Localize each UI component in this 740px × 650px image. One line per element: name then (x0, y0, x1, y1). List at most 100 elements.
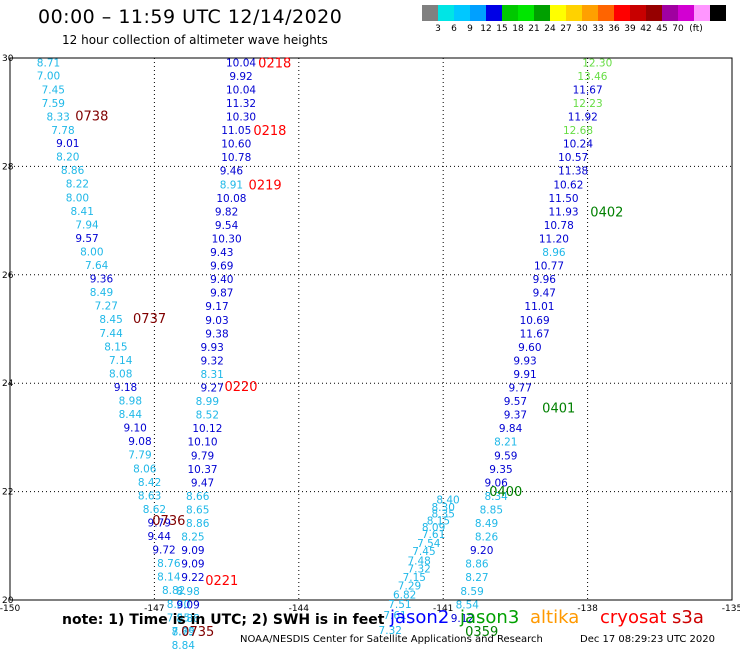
wave-height-label: 8.59 (460, 586, 483, 598)
wave-height-label: 9.12 (451, 613, 474, 625)
wave-height-label: 8.27 (465, 572, 488, 584)
pass-time-label: 0218 (253, 124, 286, 139)
pass-time-label: 0220 (224, 380, 257, 395)
colorbar-swatch (710, 5, 726, 21)
colorbar-swatch (454, 5, 470, 21)
wave-height-label: 8.21 (494, 437, 517, 449)
wave-height-label: 8.98 (176, 586, 199, 598)
wave-height-label: 10.78 (221, 152, 251, 164)
wave-height-label: 7.55 (167, 612, 190, 624)
wave-height-label: 8.86 (465, 559, 489, 571)
wave-height-label: 9.40 (210, 274, 233, 286)
wave-height-label: 9.69 (210, 261, 233, 273)
y-tick-label: 26 (2, 271, 14, 281)
x-tick-label: -141 (433, 604, 453, 614)
wave-height-label: 8.06 (133, 463, 157, 475)
wave-height-label: 7.32 (379, 625, 402, 637)
wave-height-label: 10.57 (558, 152, 588, 164)
wave-height-label: 8.86 (61, 165, 85, 177)
wave-height-label: 8.98 (119, 396, 142, 408)
wave-height-label: 9.47 (191, 477, 214, 489)
wave-height-label: 7.64 (85, 260, 109, 272)
pass-time-label: 0738 (75, 109, 108, 124)
colorbar-tick-label: 3 (435, 24, 441, 34)
wave-height-label: 9.10 (123, 423, 146, 435)
wave-height-label: 10.37 (188, 464, 218, 476)
colorbar-tick-label: 45 (656, 24, 668, 34)
wave-height-label: 8.08 (109, 368, 132, 380)
wave-height-label: 8.00 (66, 192, 89, 204)
legend-cryosat: cryosat (600, 607, 667, 628)
wave-height-label: 8.66 (186, 491, 210, 503)
wave-height-label: 7.75 (172, 626, 195, 638)
wave-height-label: 9.06 (484, 477, 508, 489)
wave-height-label: 9.77 (509, 383, 532, 395)
wave-height-label: 9.35 (489, 464, 512, 476)
x-tick-label: -147 (144, 604, 164, 614)
wave-height-label: 9.18 (114, 382, 137, 394)
wave-height-label: 9.93 (200, 342, 223, 354)
wave-height-label: 8.80 (167, 599, 190, 611)
wave-height-label: 10.69 (520, 315, 550, 327)
colorbar-swatch (486, 5, 502, 21)
pass-time-label: 0400 (489, 485, 522, 500)
wave-height-label: 9.22 (181, 572, 204, 584)
wave-height-label: 7.29 (398, 580, 421, 592)
wave-height-label: 8.52 (196, 410, 219, 422)
wave-height-label: 9.01 (56, 138, 79, 150)
x-tick-label: -135 (722, 604, 740, 614)
wave-height-label: 9.47 (533, 288, 556, 300)
credit-line: NOAA/NESDIS Center for Satellite Applica… (240, 634, 543, 645)
colorbar-tick-label: 12 (480, 24, 492, 34)
wave-height-label: 7.32 (407, 564, 430, 576)
wave-height-label: 9.03 (205, 315, 228, 327)
wave-height-label: 8.26 (475, 532, 499, 544)
pass-time-label: 0218 (258, 56, 291, 71)
colorbar-tick-label: 33 (592, 24, 604, 34)
colorbar-swatch (502, 5, 518, 21)
wave-height-label: 8.65 (186, 504, 209, 516)
pass-time-label: 0402 (590, 205, 623, 220)
wave-height-label: 9.79 (148, 517, 171, 529)
wave-height-label: 9.27 (200, 383, 223, 395)
wave-height-label: 8.15 (104, 341, 127, 353)
wave-height-label: 7.59 (42, 98, 65, 110)
wave-height-label: 8.35 (432, 508, 455, 520)
wave-height-label: 10.24 (563, 139, 593, 151)
wave-height-label: 11.05 (221, 125, 251, 137)
wave-height-label: 9.54 (215, 220, 239, 232)
colorbar-swatch (438, 5, 454, 21)
colorbar-tick-label: 39 (624, 24, 636, 34)
wave-height-label: 8.96 (542, 247, 566, 259)
colorbar-swatch (566, 5, 582, 21)
pass-time-label: 0359 (465, 625, 498, 640)
wave-height-label: 9.44 (148, 531, 172, 543)
wave-height-label: 10.77 (534, 261, 564, 273)
colorbar-swatch (422, 5, 438, 21)
plot-frame (9, 57, 733, 601)
wave-height-label: 7.54 (417, 538, 441, 550)
wave-height-label: 11.20 (539, 233, 569, 245)
wave-height-label: 8.22 (66, 179, 89, 191)
wave-height-label: 9.84 (499, 423, 523, 435)
wave-height-label: 8.85 (480, 504, 503, 516)
wave-height-label: 7.78 (51, 125, 74, 137)
wave-height-label: 9.09 (176, 599, 199, 611)
page-subtitle: 12 hour collection of altimeter wave hei… (62, 33, 328, 47)
wave-height-label: 10.30 (212, 233, 242, 245)
wave-height-label: 10.78 (544, 220, 574, 232)
wave-height-label: 8.42 (138, 477, 161, 489)
wave-height-label: 10.62 (553, 179, 583, 191)
colorbar-swatch (550, 5, 566, 21)
wave-height-label: 8.40 (436, 495, 459, 507)
wave-height-label: 7.15 (403, 572, 426, 584)
wave-height-label: 8.45 (99, 314, 122, 326)
footer-note: note: 1) Time is in UTC; 2) SWH is in fe… (62, 612, 385, 628)
wave-height-label: 8.44 (119, 409, 143, 421)
wave-height-label: 7.61 (422, 529, 445, 541)
wave-height-label: 9.87 (210, 288, 233, 300)
wave-height-label: 7.00 (37, 70, 60, 82)
wave-height-label: 8.88 (176, 613, 199, 625)
generated-timestamp: Dec 17 08:29:23 UTC 2020 (580, 634, 715, 645)
